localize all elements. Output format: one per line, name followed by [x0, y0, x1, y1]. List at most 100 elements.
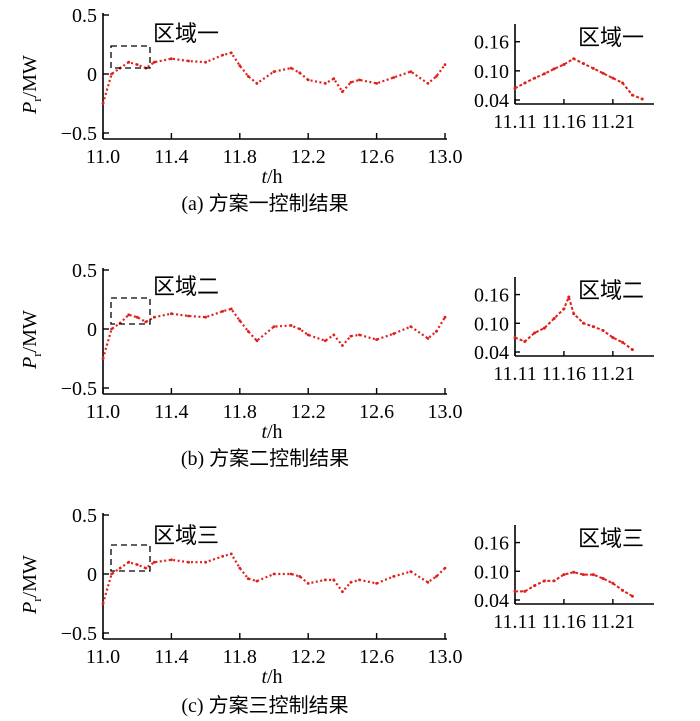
main-data-point: [443, 315, 447, 319]
main-data-point: [170, 558, 173, 562]
zoom-data-point: [513, 589, 517, 593]
main-data-point: [127, 60, 131, 64]
main-x-tick-label: 11.4: [154, 401, 188, 423]
main-x-tick-label: 12.6: [359, 401, 394, 423]
zoom-series-line: [514, 296, 633, 351]
main-data-point: [375, 582, 378, 585]
main-data-point: [101, 357, 105, 360]
main-data-point: [332, 333, 336, 337]
main-data-point: [298, 575, 302, 578]
zoom-data-point: [513, 336, 517, 340]
main-series-line: [101, 552, 446, 604]
main-series-line: [101, 307, 446, 359]
main-data-point: [392, 332, 396, 336]
zoom-y-tick-label: 0.04: [474, 590, 509, 612]
zoom-y-tick-label: 0.10: [474, 61, 509, 83]
zoom-data-point: [621, 81, 625, 85]
main-data-point: [375, 82, 378, 85]
panel-caption: (b) 方案二控制结果: [181, 447, 349, 470]
main-x-tick-label: 11.4: [154, 146, 188, 168]
main-data-point: [238, 319, 242, 323]
zoom-x-tick-label: 11.11: [493, 111, 537, 133]
main-data-point: [306, 333, 310, 337]
zoom-data-point: [542, 579, 546, 583]
zoom-y-tick-label: 0.10: [474, 313, 509, 335]
main-y-tick-label: −0.5: [61, 123, 97, 145]
main-data-point: [272, 572, 276, 576]
main-data-point: [341, 344, 344, 347]
main-data-point: [221, 53, 225, 57]
main-y-axis-label: Pr/MW: [19, 310, 44, 370]
main-data-point: [170, 312, 173, 316]
zoom-data-point: [611, 76, 615, 80]
main-x-tick-label: 11.0: [86, 401, 120, 423]
main-data-point: [229, 307, 233, 311]
main-x-tick-label: 13.0: [428, 146, 463, 168]
zoom-x-tick-label: 11.16: [542, 111, 586, 133]
zoom-data-point: [562, 63, 566, 66]
zoom-series-line: [515, 571, 633, 598]
main-y-tick-label: −0.5: [61, 378, 97, 400]
zoom-data-point: [621, 340, 625, 344]
panel-caption: (a) 方案一控制结果: [181, 192, 348, 215]
main-data-point: [255, 82, 259, 85]
main-x-tick-label: 11.0: [86, 146, 120, 168]
main-data-point: [152, 315, 156, 319]
main-y-tick-label: 0.5: [72, 5, 97, 27]
zoom-data-point: [562, 307, 566, 311]
main-data-point: [246, 577, 250, 581]
zoom-data-point: [552, 67, 556, 71]
main-data-point: [426, 337, 430, 340]
main-region-label: 区域三: [153, 524, 219, 549]
main-x-tick-label: 11.4: [154, 646, 188, 668]
main-x-axis-label: t/h: [261, 166, 282, 188]
main-data-point: [435, 330, 438, 333]
main-data-point: [110, 572, 113, 576]
main-data-point: [255, 339, 259, 343]
main-region-label: 区域一: [153, 22, 219, 47]
main-data-point: [298, 327, 302, 331]
zoom-data-point: [582, 62, 585, 66]
main-data-point: [221, 554, 225, 558]
zoom-data-point: [542, 326, 546, 330]
zoom-data-point: [533, 584, 537, 588]
main-x-tick-label: 13.0: [428, 646, 463, 668]
zoom-x-tick-label: 11.16: [542, 363, 586, 385]
main-data-point: [358, 78, 361, 82]
zoom-x-tick-label: 11.21: [591, 111, 635, 133]
main-data-point: [349, 334, 353, 338]
main-data-point: [187, 314, 190, 318]
zoom-data-point: [611, 581, 615, 585]
zoom-y-tick-label: 0.16: [474, 32, 509, 54]
main-data-point: [392, 575, 396, 578]
panel-caption: (c) 方案三控制结果: [181, 694, 348, 717]
main-data-point: [375, 338, 378, 341]
zoom-data-point: [591, 66, 595, 70]
zoom-x-tick-label: 11.16: [542, 611, 586, 633]
main-data-point: [187, 59, 190, 63]
main-data-point: [152, 60, 156, 64]
zoom-data-point: [591, 573, 595, 577]
main-data-point: [323, 339, 327, 343]
main-data-point: [426, 580, 430, 584]
zoom-x-tick-label: 11.11: [493, 363, 537, 385]
main-y-tick-label: 0: [87, 64, 97, 86]
main-x-tick-label: 11.8: [223, 146, 257, 168]
zoom-data-point: [572, 312, 576, 316]
zoom-y-tick-label: 0.10: [474, 561, 509, 583]
main-data-point: [135, 563, 139, 566]
main-x-tick-label: 12.2: [291, 401, 326, 423]
zoom-data-point: [523, 81, 527, 85]
zoom-data-point: [572, 57, 576, 61]
zoom-data-point: [523, 589, 527, 593]
main-data-point: [332, 578, 336, 582]
zoom-region-label: 区域二: [578, 279, 644, 304]
main-data-point: [349, 80, 353, 84]
main-x-tick-label: 12.6: [359, 646, 394, 668]
panel-b: 0.5 0 −0.511.0 11.4 11.8 12.2 12.6 13.0 Pr/MW t/h…: [19, 260, 654, 470]
zoom-x-tick-label: 11.21: [591, 363, 635, 385]
main-data-point: [101, 102, 105, 105]
main-y-axis-label: Pr/MW: [19, 55, 44, 115]
main-data-point: [289, 324, 293, 327]
zoom-data-point: [582, 321, 585, 325]
